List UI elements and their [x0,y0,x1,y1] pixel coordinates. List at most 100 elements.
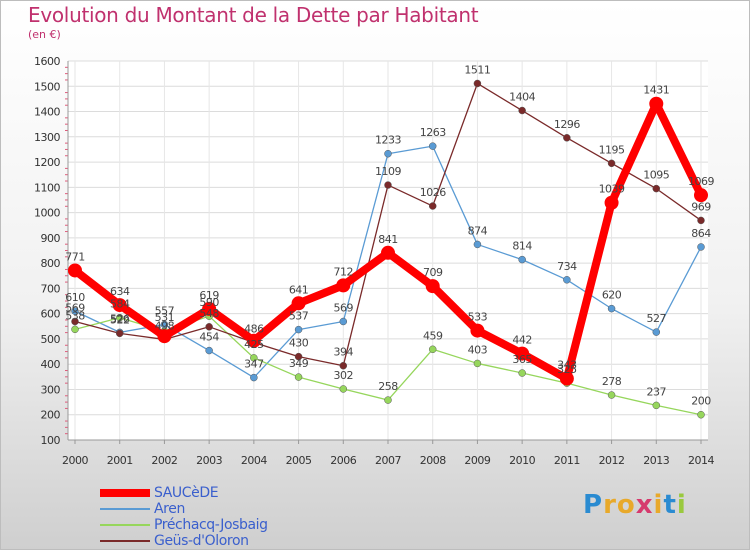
data-label: 1095 [643,169,669,182]
data-label: 538 [65,309,85,322]
logo-letter: o [616,490,636,520]
data-label: 584 [110,298,130,311]
x-tick-label: 2014 [688,454,714,467]
logo-letter: i [676,490,687,520]
data-label: 814 [512,240,532,253]
data-label: 527 [647,312,667,325]
data-label: 709 [423,266,443,279]
series-point-1 [71,307,79,315]
y-tick-label: 100 [41,434,61,447]
series-point-0 [68,263,82,278]
data-label: 634 [110,285,130,298]
data-label: 771 [65,250,85,263]
data-label: 1039 [599,183,625,196]
series-point-0 [246,333,261,348]
series-point-0 [604,195,619,210]
x-tick-label: 2002 [151,454,177,467]
series-point-3 [294,352,303,361]
series-point-2 [294,373,303,381]
data-label: 548 [199,307,219,320]
data-label: 533 [468,311,488,324]
series-point-2 [250,354,258,362]
legend-label: SAUCèDE [154,485,219,501]
legend-label: Aren [154,501,185,517]
y-tick-label: 900 [41,232,61,245]
data-label: 454 [199,331,219,344]
data-label: 610 [65,291,85,304]
series-point-3 [339,361,348,370]
logo-letter: P [583,490,604,520]
x-tick-label: 2011 [554,454,580,467]
series-point-3 [518,106,526,115]
series-point-2 [518,369,526,377]
data-label: 237 [647,385,667,398]
data-label: 522 [110,313,130,326]
series-point-0 [112,298,127,313]
series-point-0 [381,245,395,260]
data-label: 347 [244,358,264,371]
data-label: 394 [334,346,354,359]
data-label: 343 [557,359,577,372]
data-label: 874 [468,224,488,237]
y-tick-label: 1200 [34,156,60,169]
legend-swatch [100,508,150,510]
x-tick-label: 2010 [509,454,535,467]
data-label: 430 [289,337,309,350]
data-label: 526 [110,312,130,325]
data-label: 1404 [509,91,535,104]
x-tick-label: 2005 [286,454,312,467]
data-label: 841 [378,233,398,246]
data-label: 1026 [420,186,446,199]
y-tick-label: 1000 [34,207,60,220]
x-tick-label: 2004 [241,454,267,467]
x-tick-label: 2013 [643,454,669,467]
y-tick-label: 1100 [34,181,60,194]
x-tick-label: 2003 [196,454,222,467]
series-point-3 [652,184,661,193]
data-label: 200 [691,395,711,408]
series-point-1 [250,373,258,382]
chart-title: Evolution du Montant de la Dette par Hab… [28,3,479,27]
series-point-2 [384,396,392,404]
data-label: 325 [557,363,577,376]
series-point-2 [697,410,705,419]
data-label: 619 [199,289,219,302]
series-point-2 [339,385,348,393]
data-label: 302 [334,369,354,382]
proxiti-logo: Proxiti [583,490,687,520]
y-tick-label: 1400 [34,106,60,119]
data-label: 498 [155,319,175,332]
x-tick-label: 2007 [375,454,401,467]
series-point-2 [428,345,437,354]
legend-swatch [100,489,150,497]
x-tick-label: 2006 [330,454,356,467]
y-tick-label: 500 [41,333,61,346]
data-label: 258 [378,380,398,393]
series-point-0 [157,329,172,344]
data-label: 1431 [643,84,669,97]
y-tick-label: 1600 [34,55,60,68]
y-tick-label: 1500 [34,80,60,93]
series-point-1 [428,142,437,150]
x-tick-label: 2000 [62,454,88,467]
legend-swatch [100,524,150,526]
data-label: 1296 [554,118,580,131]
series-point-1 [384,149,392,158]
series-point-1 [339,317,348,326]
data-label: 365 [512,353,532,366]
series-point-3 [115,329,124,338]
data-label: 1195 [599,143,625,156]
x-tick-label: 2001 [107,454,133,467]
data-label: 486 [244,322,264,335]
logo-letter: t [663,490,677,520]
series-point-0 [425,279,440,294]
data-label: 531 [155,311,175,324]
series-point-1 [473,240,482,249]
data-label: 569 [334,301,354,314]
logo-letter: i [653,490,664,520]
legend-label: Préchacq-Josbaig [154,517,268,533]
y-tick-label: 600 [41,308,61,321]
data-label: 403 [468,343,488,356]
series-point-0 [649,96,664,111]
